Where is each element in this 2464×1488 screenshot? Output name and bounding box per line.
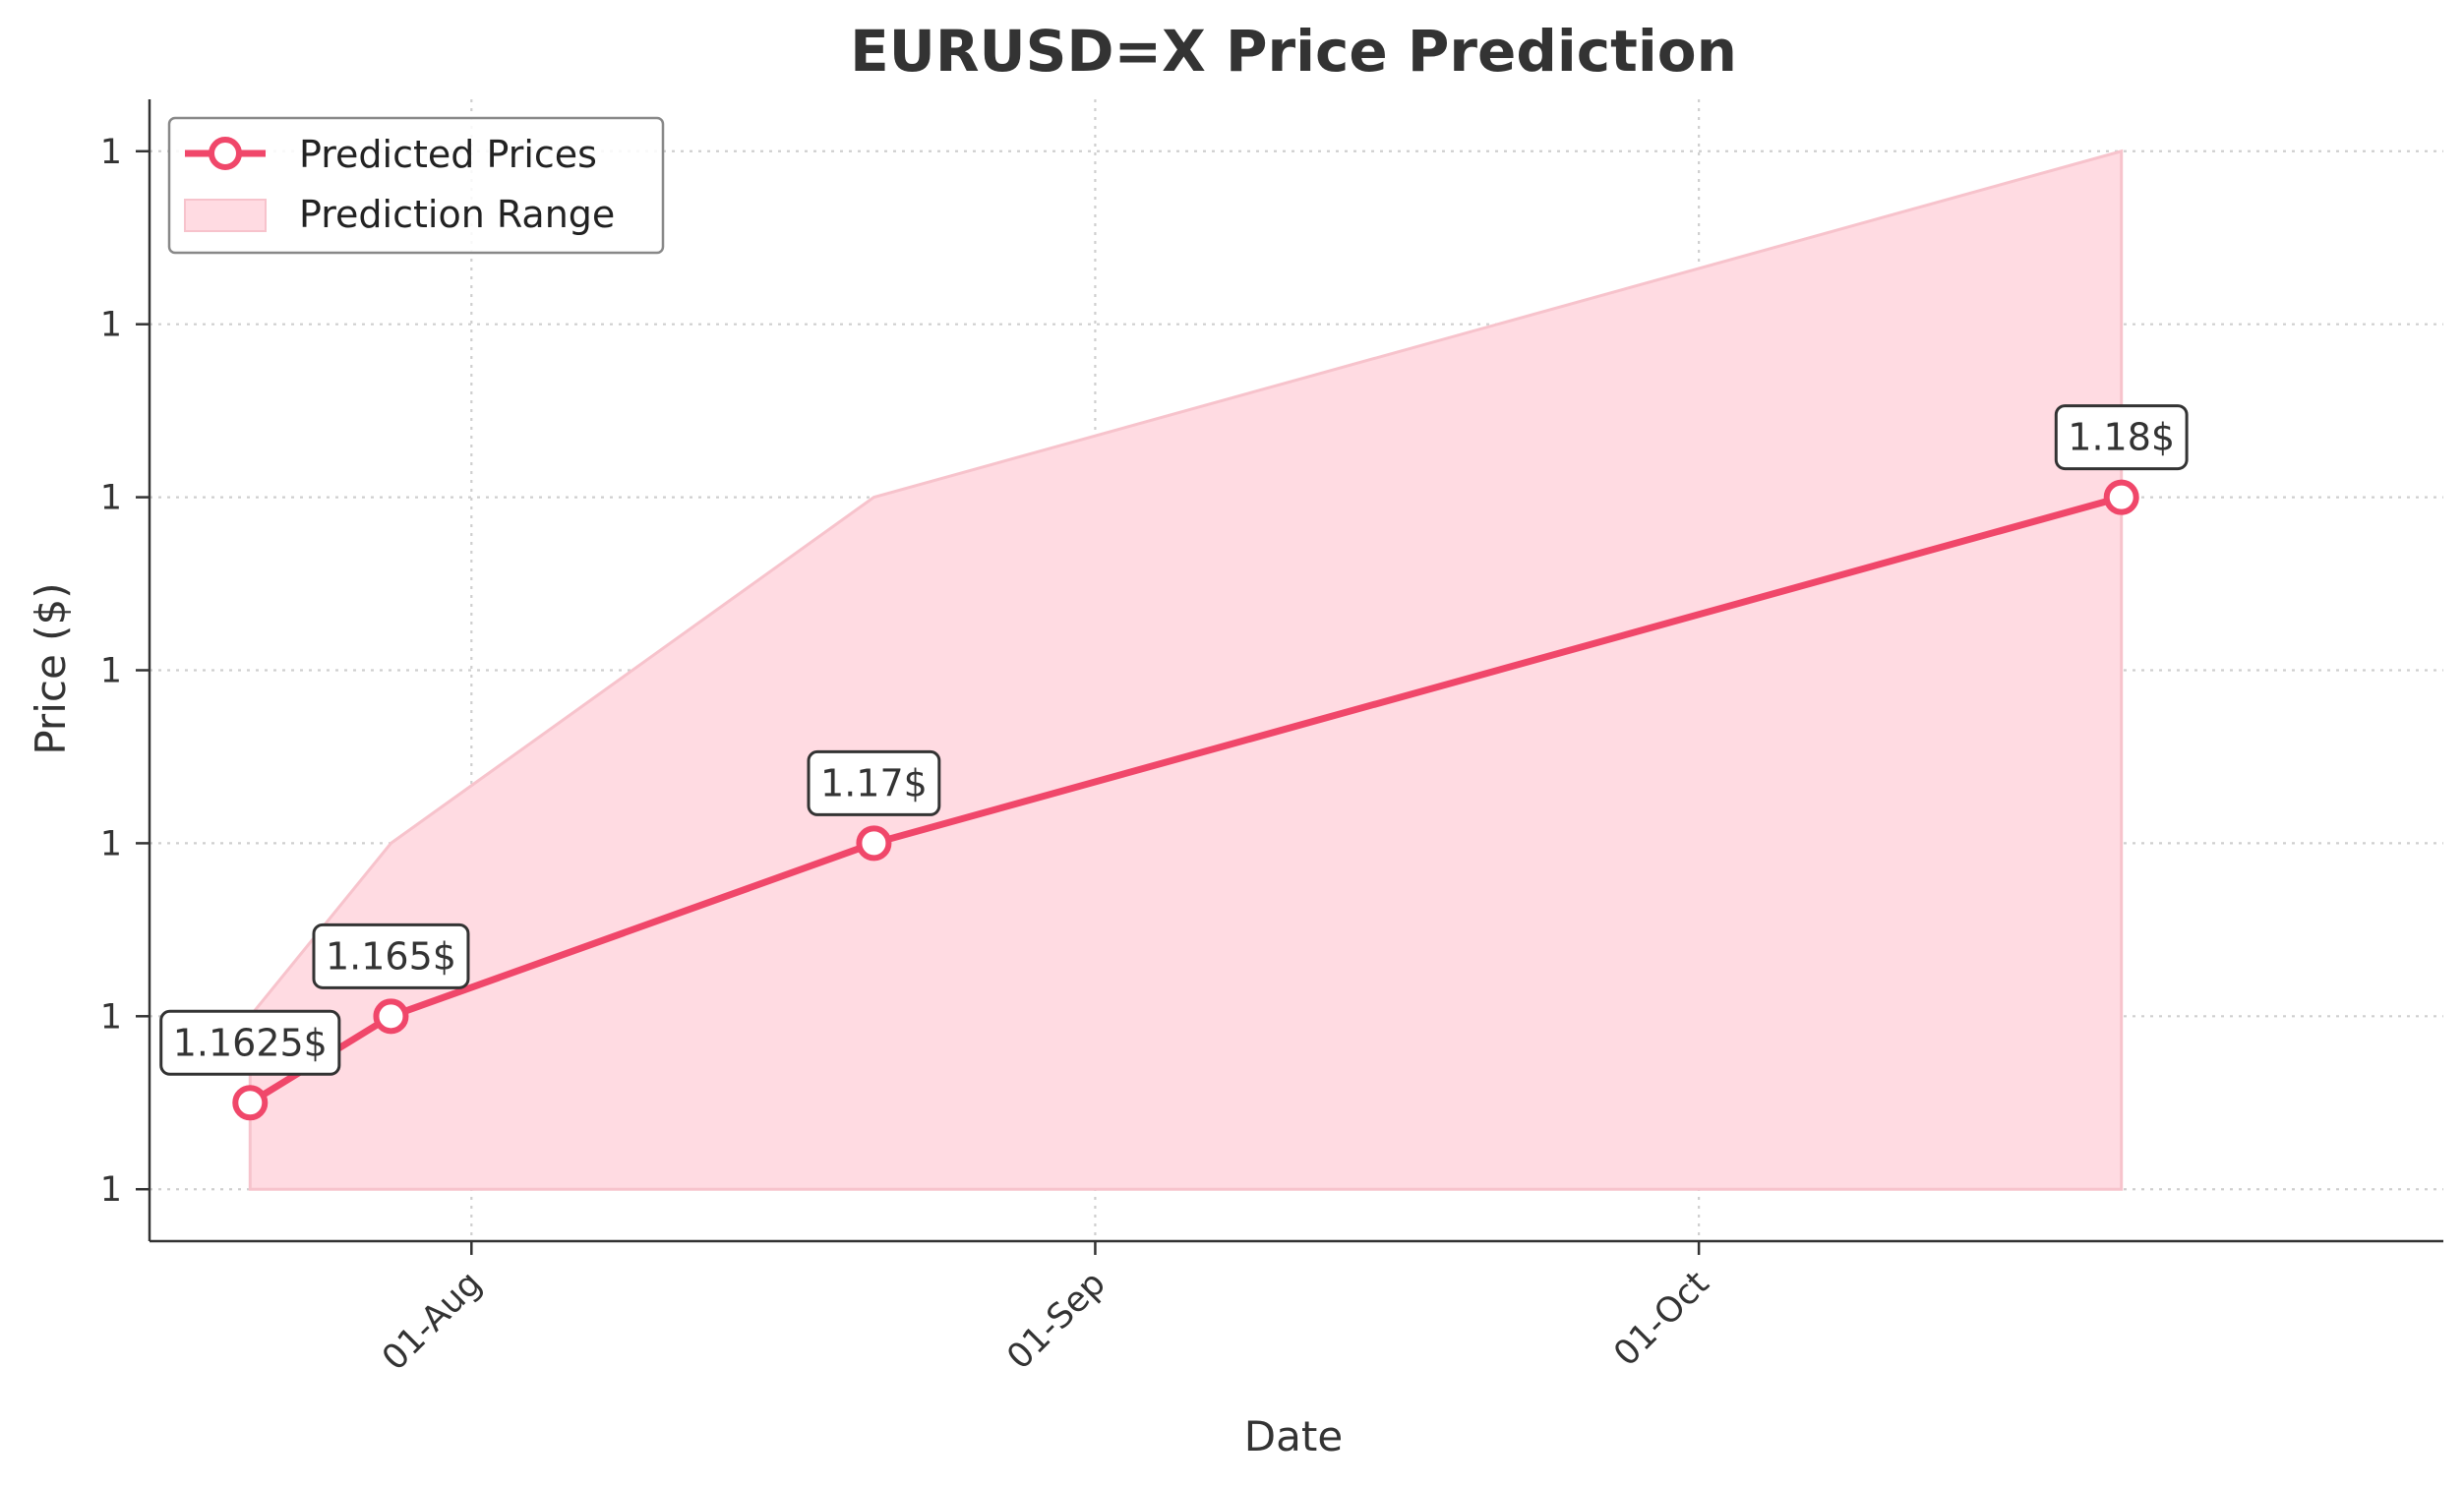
predicted-price-point — [232, 1085, 269, 1121]
data-label-box — [312, 923, 470, 989]
data-label: 1.1625$ — [159, 1009, 341, 1076]
predicted-price-point — [856, 825, 892, 862]
x-tick-label: 01-Aug — [375, 1264, 489, 1378]
data-label-text: 1.18$ — [2068, 416, 2175, 459]
x-tick-label: 01-Oct — [1606, 1264, 1716, 1374]
legend-label-predicted: Predicted Prices — [299, 133, 597, 176]
data-label-text: 1.1625$ — [173, 1021, 328, 1064]
data-label-box — [159, 1009, 341, 1076]
legend-frame — [167, 116, 665, 255]
prediction-range-band — [248, 149, 2124, 1191]
predicted-price-point — [373, 998, 409, 1035]
data-label-text: 1.17$ — [820, 761, 928, 804]
y-tick-label: 1 — [100, 1170, 122, 1210]
data-label-text: 1.165$ — [326, 934, 456, 978]
y-tick-label: 1 — [100, 479, 122, 518]
x-ticks: 01-Aug 01-Sep 01-Oct — [375, 1241, 1716, 1379]
legend-range-swatch — [184, 199, 267, 232]
data-label-box — [807, 749, 941, 816]
predicted-price-points — [232, 479, 2139, 1121]
legend-label-range: Prediction Range — [299, 193, 615, 236]
y-tick-label: 1 — [100, 824, 122, 863]
data-label: 1.165$ — [312, 923, 470, 989]
y-tick-label: 1 — [100, 997, 122, 1037]
legend: Predicted Prices Prediction Range — [167, 116, 665, 255]
y-axis-label: Price ($) — [27, 582, 75, 754]
y-ticks: 1 1 1 1 1 1 1 — [100, 133, 150, 1210]
predicted-price-point — [2103, 479, 2139, 515]
data-label: 1.18$ — [2054, 404, 2189, 471]
y-tick-label: 1 — [100, 652, 122, 691]
y-tick-label: 1 — [100, 133, 122, 172]
x-tick-label: 01-Sep — [999, 1264, 1112, 1377]
data-label: 1.17$ — [807, 749, 941, 816]
y-tick-label: 1 — [100, 306, 122, 345]
data-labels: 1.1625$ 1.165$ 1.17$ 1.18$ — [159, 404, 2189, 1076]
legend-marker-swatch — [209, 137, 242, 170]
chart-title: EURUSD=X Price Prediction — [850, 18, 1737, 85]
x-axis-label: Date — [1244, 1412, 1343, 1460]
data-label-box — [2054, 404, 2189, 471]
